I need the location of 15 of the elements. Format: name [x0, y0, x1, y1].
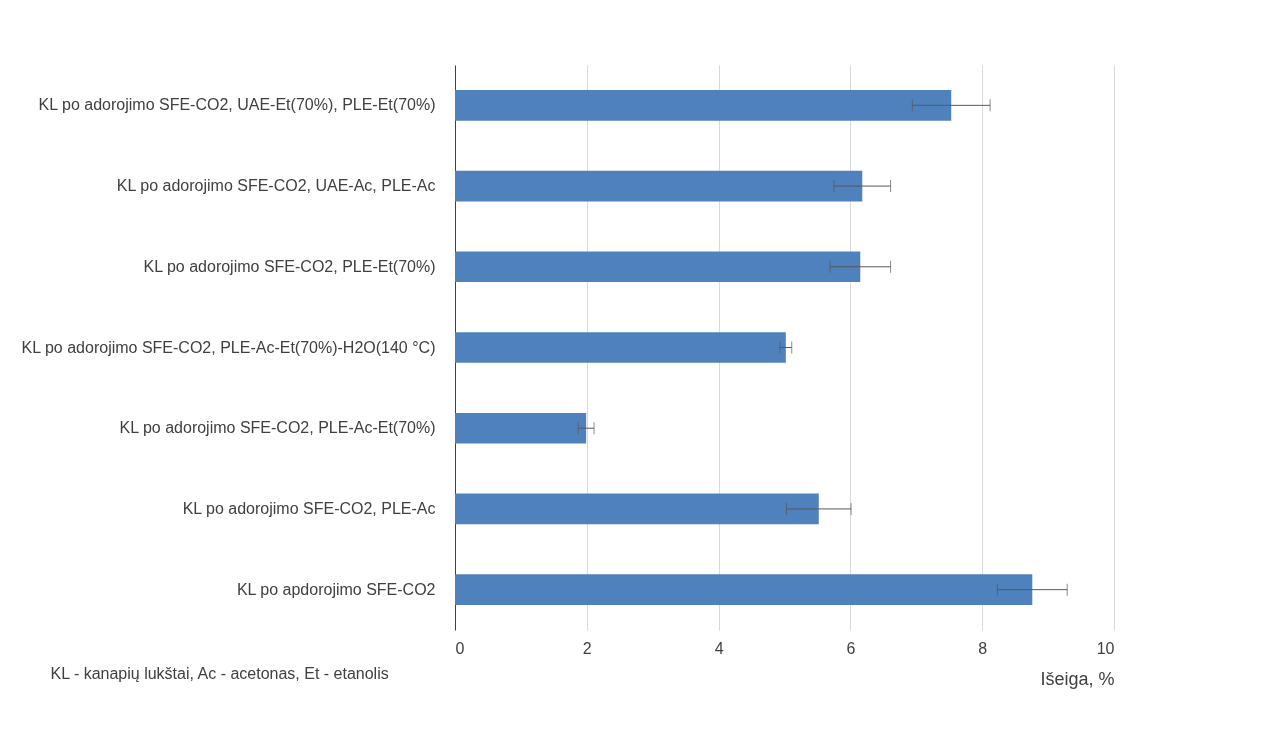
x-tick-label: 8	[978, 639, 988, 657]
x-axis-title: Išeiga, %	[1040, 668, 1115, 689]
y-tick-label: KL po adorojimo SFE-CO2, PLE-Ac	[182, 499, 436, 517]
y-tick-label: KL po adorojimo SFE-CO2, UAE-Ac, PLE-Ac	[116, 177, 436, 195]
y-tick-label: KL po adorojimo SFE-CO2, PLE-Ac-Et(70%)-H2O(140 °C)	[21, 338, 436, 356]
x-tick-label: 2	[582, 639, 592, 657]
x-tick-label: 0	[455, 639, 465, 657]
y-tick-label: KL po apdorojimo SFE-CO2	[236, 580, 436, 598]
text: KL - kanapių lukštai, Ac - acetonas, Et - etanolis	[50, 665, 389, 682]
y-tick-label: KL po adorojimo SFE-CO2, PLE-Et(70%)	[143, 257, 436, 275]
y-tick-label: KL po adorojimo SFE-CO2, PLE-Ac-Et(70%)	[119, 419, 436, 437]
x-tick-label: 4	[714, 639, 724, 657]
x-tick-label: 6	[846, 639, 856, 657]
x-tick-label: 10	[1096, 639, 1115, 657]
y-tick-label: KL po adorojimo SFE-CO2, UAE-Et(70%), PLE-Et(70%)	[38, 96, 436, 114]
